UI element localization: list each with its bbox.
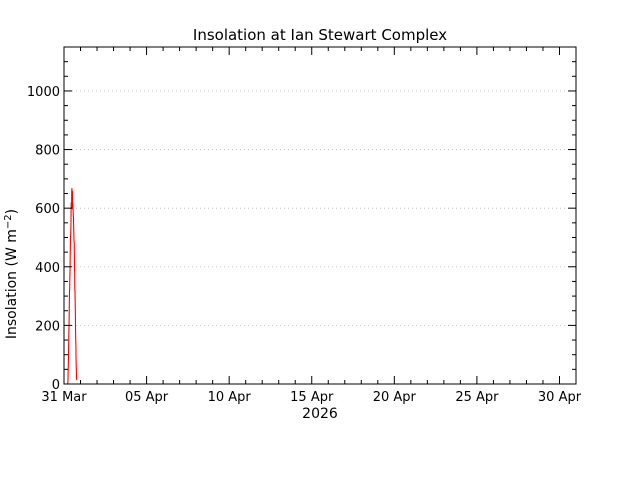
y-axis: 0 200 400 600 800 1000 xyxy=(27,61,576,393)
x-tick-label: 10 Apr xyxy=(208,390,252,405)
x-tick-label: 20 Apr xyxy=(373,390,417,405)
x-tick-label: 15 Apr xyxy=(290,390,334,405)
y-tick-label: 600 xyxy=(35,202,60,217)
x-axis-label: 2026 xyxy=(302,406,338,422)
y-axis-label-exponent: −2 xyxy=(3,214,14,229)
y-tick-label: 1000 xyxy=(27,85,60,100)
chart-title: Insolation at Ian Stewart Complex xyxy=(193,26,447,44)
x-tick-label: 05 Apr xyxy=(125,390,169,405)
y-tick-label: 400 xyxy=(35,261,60,276)
y-tick-label: 800 xyxy=(35,144,60,159)
y-axis-label-main: Insolation (W m xyxy=(4,229,20,339)
y-tick-label: 200 xyxy=(35,319,60,334)
y-axis-label: Insolation (W m−2) xyxy=(3,209,20,339)
x-tick-label: 25 Apr xyxy=(455,390,499,405)
y-tick-label: 0 xyxy=(52,378,60,393)
x-tick-label: 30 Apr xyxy=(538,390,582,405)
y-axis-label-close: ) xyxy=(4,209,20,214)
plot-frame xyxy=(63,46,577,385)
x-axis: 31 Mar 05 Apr 10 Apr 15 Apr 20 Apr 25 Apr 30 A… xyxy=(41,47,582,405)
x-tick-label: 31 Mar xyxy=(41,390,87,405)
grid xyxy=(64,90,576,326)
